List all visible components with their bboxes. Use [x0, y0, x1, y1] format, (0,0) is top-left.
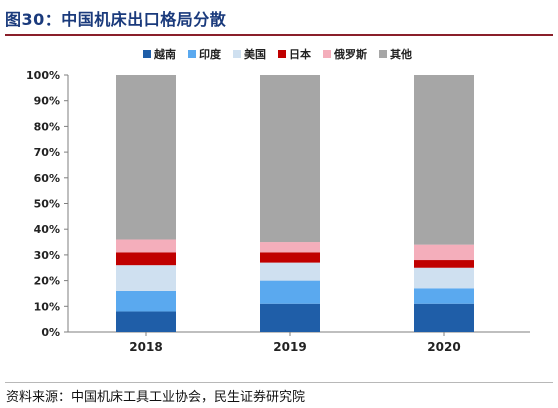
bar-segment [116, 239, 176, 253]
y-tick-label: 0% [41, 326, 60, 339]
legend-item: 美国 [233, 46, 266, 62]
bar-segment [116, 311, 176, 332]
y-tick-label: 40% [34, 223, 60, 236]
legend-label: 其他 [390, 48, 412, 61]
legend-label: 俄罗斯 [334, 48, 367, 61]
legend-swatch [233, 50, 241, 58]
legend-item: 越南 [143, 46, 176, 62]
figure-title: 图30：中国机床出口格局分散 [5, 10, 227, 29]
bar-segment [414, 267, 474, 289]
bar-segment [414, 260, 474, 268]
bar-segment [414, 303, 474, 332]
y-tick-label: 30% [34, 249, 60, 262]
title-divider [5, 34, 553, 36]
bar-segment [414, 244, 474, 261]
legend-swatch [278, 50, 286, 58]
legend-item: 印度 [188, 46, 221, 62]
y-tick-label: 50% [34, 198, 60, 211]
legend-item: 其他 [379, 46, 412, 62]
y-tick-label: 10% [34, 300, 60, 313]
legend-label: 美国 [244, 48, 266, 61]
bar-segment [116, 265, 176, 291]
source-note: 资料来源：中国机床工具工业协会，民生证券研究院 [6, 390, 306, 405]
legend-item: 俄罗斯 [323, 46, 367, 62]
x-tick-label: 2019 [273, 340, 306, 354]
y-tick-label: 20% [34, 275, 60, 288]
bar-segment [414, 288, 474, 304]
legend-label: 印度 [199, 48, 221, 61]
bar-segment [116, 75, 176, 240]
bar-segment [414, 75, 474, 245]
legend-swatch [323, 50, 331, 58]
y-tick-label: 60% [34, 172, 60, 185]
source-divider [5, 382, 553, 383]
legend-swatch [188, 50, 196, 58]
bar-segment [116, 290, 176, 312]
bar-segment [260, 242, 320, 253]
x-tick-label: 2020 [427, 340, 460, 354]
y-tick-label: 100% [26, 69, 60, 82]
legend-item: 日本 [278, 46, 311, 62]
chart-legend: 越南 印度 美国 日本 俄罗斯 其他 [143, 44, 412, 64]
legend-swatch [143, 50, 151, 58]
legend-swatch [379, 50, 387, 58]
bar-segment [260, 280, 320, 304]
x-tick-label: 2018 [129, 340, 162, 354]
stacked-bar-chart: 0% 10% 20% 30% 40% 50% 60% 70% 80% 90% 100% 2018 201… [26, 69, 530, 354]
bar-segment [260, 303, 320, 332]
legend-label: 日本 [289, 48, 311, 61]
y-tick-label: 70% [34, 146, 60, 159]
bar-segment [116, 252, 176, 266]
bar-segment [260, 252, 320, 263]
bar-segment [260, 75, 320, 243]
legend-label: 越南 [154, 48, 176, 61]
bar-segment [260, 262, 320, 281]
y-tick-label: 90% [34, 95, 60, 108]
y-tick-label: 80% [34, 120, 60, 133]
